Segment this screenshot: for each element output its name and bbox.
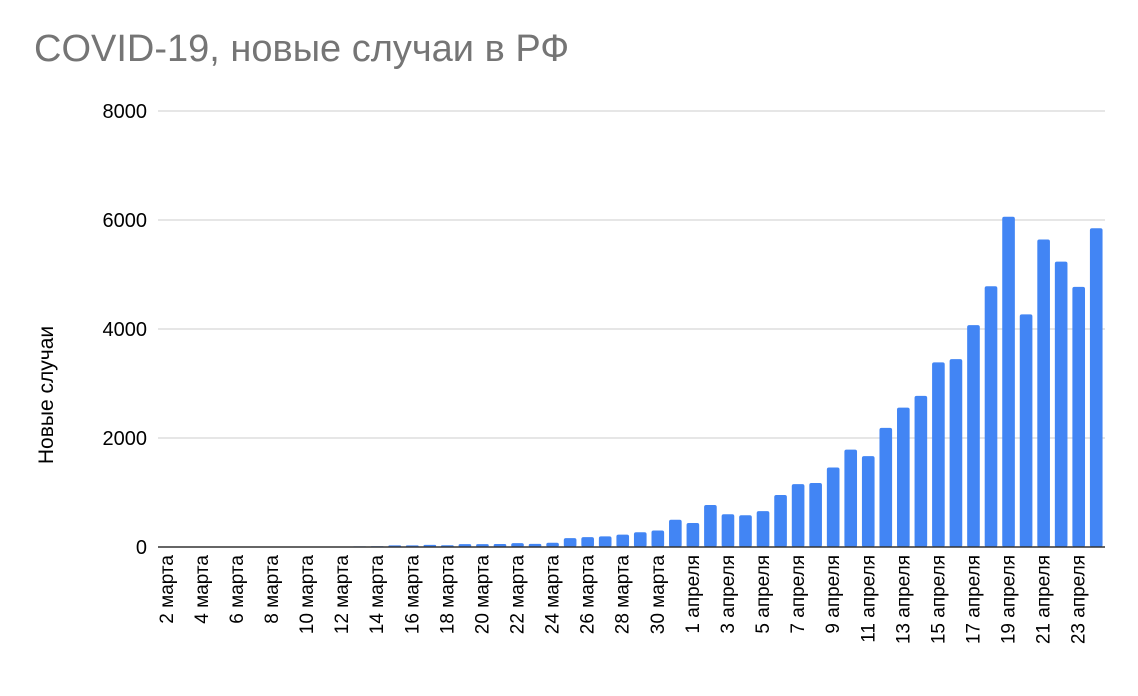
x-tick-label: 18 марта bbox=[437, 555, 458, 635]
bar bbox=[598, 536, 612, 547]
bar bbox=[932, 362, 945, 547]
x-tick-label: 20 марта bbox=[472, 555, 493, 635]
bar bbox=[791, 484, 805, 547]
y-tick-label: 2000 bbox=[103, 428, 148, 450]
x-tick-label: 26 марта bbox=[578, 555, 599, 635]
axes: 0 2000 4000 6000 8000 2 марта 4 марта 6 марта 8 … bbox=[103, 101, 1105, 644]
x-tick-label: 21 апреля bbox=[1034, 555, 1055, 644]
x-tick-label: 2 марта bbox=[157, 555, 178, 624]
x-tick-label: 16 марта bbox=[402, 555, 423, 635]
bar bbox=[669, 519, 682, 547]
x-tick-label: 13 апреля bbox=[893, 555, 914, 644]
bar bbox=[844, 449, 858, 547]
bar bbox=[563, 538, 577, 547]
bar bbox=[686, 523, 700, 547]
x-tick-label: 30 марта bbox=[648, 555, 669, 635]
bar bbox=[949, 359, 963, 547]
x-tick-label: 14 марта bbox=[367, 555, 388, 635]
x-tick-label: 4 марта bbox=[192, 555, 213, 624]
x-tick-label: 22 марта bbox=[508, 555, 529, 635]
chart-title: COVID-19, новые случаи в РФ bbox=[34, 28, 570, 70]
bar bbox=[861, 456, 875, 547]
x-tick-label: 11 апреля bbox=[858, 555, 879, 643]
bar bbox=[546, 542, 559, 547]
bar bbox=[511, 543, 524, 547]
bar bbox=[739, 515, 752, 547]
gridlines bbox=[158, 110, 1105, 439]
bar bbox=[616, 534, 630, 547]
bar bbox=[826, 467, 840, 547]
x-tick-label: 9 апреля bbox=[823, 555, 844, 634]
bar bbox=[704, 504, 717, 547]
y-tick-label: 6000 bbox=[103, 210, 148, 232]
bar bbox=[984, 286, 998, 547]
x-tick-label: 10 марта bbox=[297, 555, 318, 635]
x-tick-label: 19 апреля bbox=[999, 555, 1020, 644]
x-tick-label: 1 апреля bbox=[683, 555, 704, 634]
bar bbox=[774, 495, 787, 547]
y-tick-label: 0 bbox=[136, 537, 147, 559]
bar bbox=[651, 530, 665, 547]
bar bbox=[1037, 239, 1050, 548]
bar bbox=[1019, 314, 1033, 547]
bars bbox=[160, 216, 1103, 548]
y-axis-label: Новые случаи bbox=[35, 326, 58, 464]
bar bbox=[1072, 286, 1086, 547]
x-tick-label: 6 марта bbox=[227, 555, 248, 624]
x-tick-label: 7 апреля bbox=[788, 555, 809, 634]
bar bbox=[721, 514, 735, 547]
x-tick-label: 12 марта bbox=[332, 555, 353, 635]
bar bbox=[528, 543, 542, 547]
x-tick-label: 15 апреля bbox=[928, 555, 949, 644]
bar bbox=[809, 482, 822, 547]
bar bbox=[1054, 261, 1068, 547]
bar bbox=[1089, 228, 1103, 548]
bar bbox=[897, 407, 910, 547]
y-tick-label: 4000 bbox=[103, 319, 148, 341]
bar bbox=[756, 511, 770, 547]
x-tick-label: 23 апреля bbox=[1069, 555, 1090, 644]
x-tick-label: 17 апреля bbox=[963, 555, 984, 644]
x-tick-label: 8 марта bbox=[262, 555, 283, 624]
y-tick-label: 8000 bbox=[103, 101, 148, 123]
x-tick-label: 3 апреля bbox=[718, 555, 739, 634]
bar bbox=[967, 325, 980, 547]
x-tick-label: 5 апреля bbox=[753, 555, 774, 634]
bar bbox=[633, 532, 647, 547]
bar bbox=[914, 395, 928, 547]
bar bbox=[1002, 216, 1015, 548]
x-tick-label: 24 марта bbox=[543, 555, 564, 635]
x-tick-label: 28 марта bbox=[613, 555, 634, 635]
bar bbox=[581, 537, 594, 547]
bar bbox=[879, 427, 893, 547]
